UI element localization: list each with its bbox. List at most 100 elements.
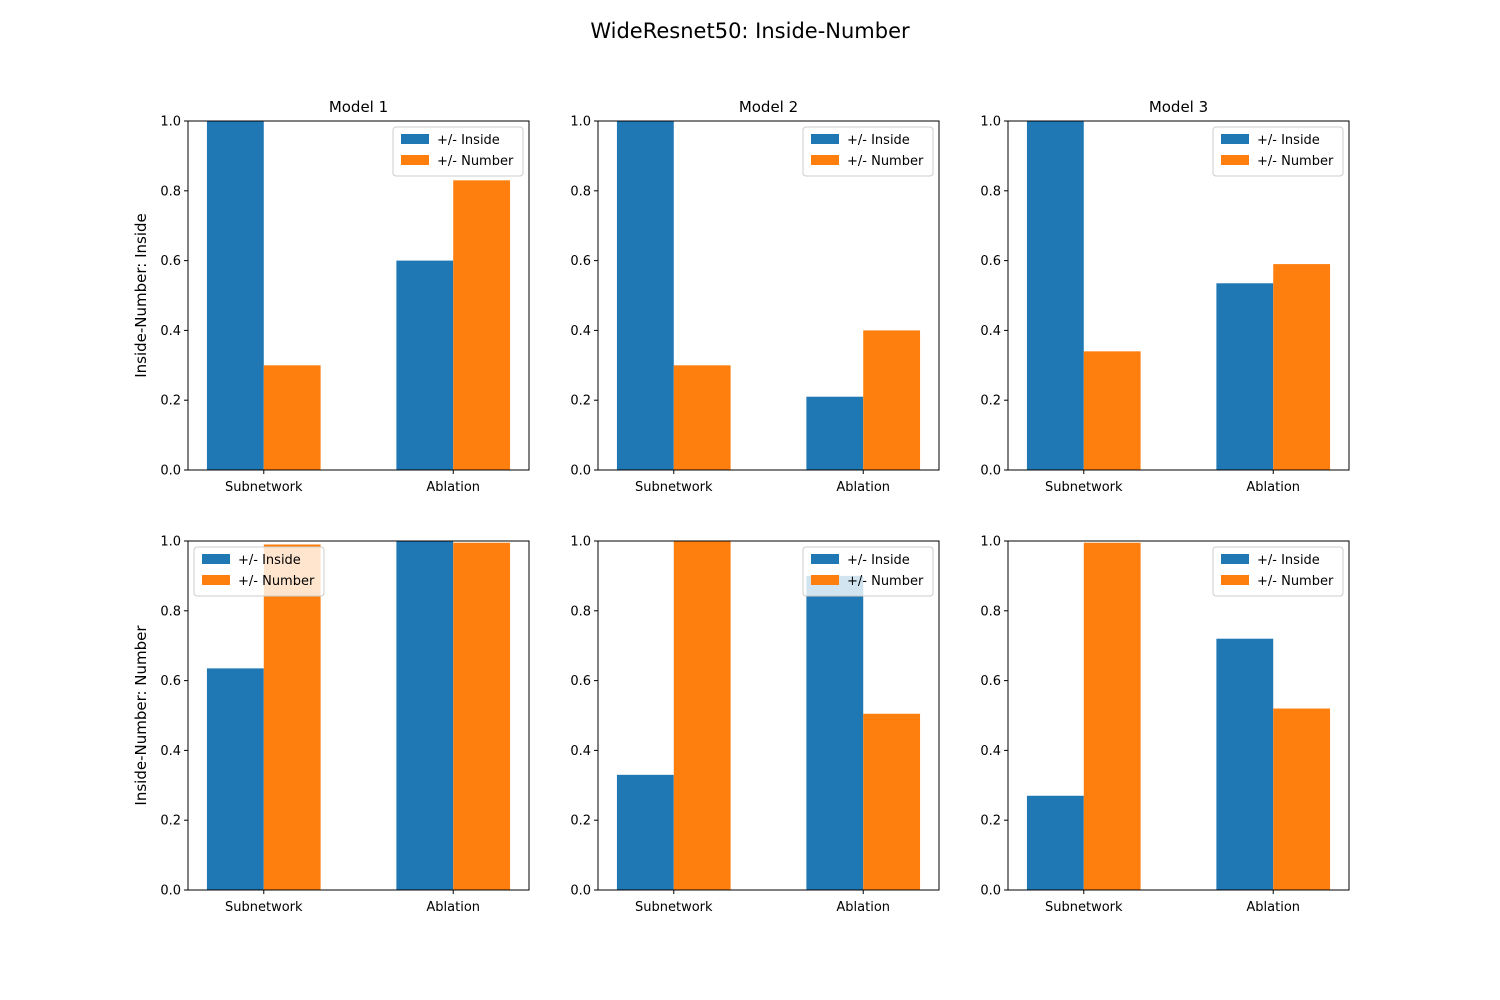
legend: +/- Inside +/- Number bbox=[193, 546, 325, 597]
legend-label-number: +/- Number bbox=[847, 574, 924, 589]
y-tick-label: 0.6 bbox=[570, 674, 591, 689]
y-tick-label: 0.8 bbox=[570, 184, 591, 199]
y-tick-label: 0.8 bbox=[980, 184, 1001, 199]
y-axis-label: Inside-Number: Inside bbox=[132, 213, 150, 378]
y-tick-label: 0.8 bbox=[160, 604, 181, 619]
subplot-title: Model 1 bbox=[329, 98, 388, 116]
bar-number-ablation bbox=[453, 180, 511, 470]
axes-frame bbox=[1007, 540, 1350, 891]
bar-inside-subnetwork bbox=[206, 668, 264, 890]
y-tick-label: 0.4 bbox=[160, 324, 181, 339]
y-tick-label: 0.0 bbox=[570, 464, 591, 479]
legend-label-inside: +/- Inside bbox=[847, 553, 910, 568]
subplot-5: 0.0 0.2 0.4 0.6 0.8 1.0 Subnetwork Ablation +/- … bbox=[570, 535, 940, 915]
y-tick-label: 0.6 bbox=[160, 254, 181, 269]
axes-frame bbox=[187, 540, 530, 891]
y-tick-label: 0.0 bbox=[980, 884, 1001, 899]
y-tick-label: 0.6 bbox=[980, 254, 1001, 269]
legend-swatch-number bbox=[811, 155, 839, 165]
bar-number-subnetwork bbox=[673, 365, 731, 470]
subplot-1: 0.0 0.2 0.4 0.6 0.8 1.0 Subnetwork Ablation Mode… bbox=[132, 98, 530, 495]
figure-title: WideResnet50: Inside-Number bbox=[590, 19, 910, 43]
bar-number-subnetwork bbox=[673, 541, 731, 890]
legend-swatch-inside bbox=[811, 134, 839, 144]
legend: +/- Inside +/- Number bbox=[392, 126, 524, 177]
bar-inside-subnetwork bbox=[616, 121, 674, 470]
y-tick-label: 0.0 bbox=[570, 884, 591, 899]
bar-inside-subnetwork bbox=[1026, 121, 1084, 470]
axes-frame bbox=[187, 120, 530, 471]
x-tick-label: Ablation bbox=[836, 900, 890, 915]
bar-inside-ablation bbox=[806, 575, 864, 890]
legend-label-number: +/- Number bbox=[437, 154, 514, 169]
y-tick-label: 0.2 bbox=[570, 394, 591, 409]
axes-frame bbox=[1007, 120, 1350, 471]
x-tick-label: Ablation bbox=[426, 480, 480, 495]
axes-frame bbox=[597, 120, 940, 471]
legend-swatch-inside bbox=[811, 554, 839, 564]
x-tick-label: Subnetwork bbox=[635, 480, 713, 495]
bar-inside-ablation bbox=[1216, 638, 1274, 890]
subplot-3: 0.0 0.2 0.4 0.6 0.8 1.0 Subnetwork Ablation Mode… bbox=[980, 98, 1350, 495]
x-tick-label: Subnetwork bbox=[1045, 900, 1123, 915]
y-tick-label: 0.0 bbox=[160, 884, 181, 899]
x-tick-label: Subnetwork bbox=[225, 480, 303, 495]
legend: +/- Inside +/- Number bbox=[802, 126, 934, 177]
legend: +/- Inside +/- Number bbox=[1212, 546, 1344, 597]
y-tick-label: 0.4 bbox=[980, 744, 1001, 759]
bar-number-subnetwork bbox=[263, 544, 321, 890]
x-tick-label: Ablation bbox=[1246, 900, 1300, 915]
bar-inside-ablation bbox=[1216, 283, 1274, 470]
y-tick-label: 0.8 bbox=[980, 604, 1001, 619]
legend-label-number: +/- Number bbox=[847, 154, 924, 169]
y-tick-label: 0.6 bbox=[570, 254, 591, 269]
legend-swatch-inside bbox=[401, 134, 429, 144]
subplot-title: Model 2 bbox=[739, 98, 798, 116]
y-tick-label: 1.0 bbox=[980, 115, 1001, 130]
bar-inside-subnetwork bbox=[1026, 795, 1084, 890]
bar-number-subnetwork bbox=[1083, 351, 1141, 470]
x-tick-label: Subnetwork bbox=[635, 900, 713, 915]
bar-number-ablation bbox=[863, 330, 921, 470]
y-tick-label: 1.0 bbox=[570, 115, 591, 130]
y-tick-label: 0.6 bbox=[160, 674, 181, 689]
bar-inside-subnetwork bbox=[206, 121, 264, 470]
x-tick-label: Subnetwork bbox=[225, 900, 303, 915]
y-tick-label: 0.2 bbox=[980, 814, 1001, 829]
y-tick-label: 0.8 bbox=[570, 604, 591, 619]
y-tick-label: 0.2 bbox=[570, 814, 591, 829]
legend-swatch-inside bbox=[1221, 134, 1249, 144]
legend-swatch-inside bbox=[1221, 554, 1249, 564]
y-tick-label: 1.0 bbox=[980, 535, 1001, 550]
subplot-4: 0.0 0.2 0.4 0.6 0.8 1.0 Subnetwork Ablation Insi… bbox=[132, 535, 530, 915]
y-tick-label: 0.2 bbox=[160, 814, 181, 829]
legend-label-inside: +/- Inside bbox=[238, 553, 301, 568]
bar-inside-ablation bbox=[396, 541, 454, 890]
legend-swatch-number bbox=[1221, 575, 1249, 585]
y-tick-label: 1.0 bbox=[160, 535, 181, 550]
y-tick-label: 1.0 bbox=[570, 535, 591, 550]
legend-label-inside: +/- Inside bbox=[847, 133, 910, 148]
y-tick-label: 0.4 bbox=[570, 744, 591, 759]
legend-swatch-inside bbox=[202, 554, 230, 564]
y-tick-label: 1.0 bbox=[160, 115, 181, 130]
x-tick-label: Subnetwork bbox=[1045, 480, 1123, 495]
y-tick-label: 0.8 bbox=[160, 184, 181, 199]
x-tick-label: Ablation bbox=[1246, 480, 1300, 495]
legend-label-number: +/- Number bbox=[1257, 154, 1334, 169]
bar-number-subnetwork bbox=[263, 365, 321, 470]
y-tick-label: 0.2 bbox=[980, 394, 1001, 409]
y-tick-label: 0.0 bbox=[160, 464, 181, 479]
y-tick-label: 0.0 bbox=[980, 464, 1001, 479]
y-tick-label: 0.4 bbox=[570, 324, 591, 339]
legend-swatch-number bbox=[811, 575, 839, 585]
y-tick-label: 0.6 bbox=[980, 674, 1001, 689]
legend-swatch-number bbox=[401, 155, 429, 165]
bar-number-ablation bbox=[453, 542, 511, 890]
legend: +/- Inside +/- Number bbox=[802, 546, 934, 597]
y-axis-label: Inside-Number: Number bbox=[132, 625, 150, 806]
legend-swatch-number bbox=[202, 575, 230, 585]
bar-inside-ablation bbox=[806, 396, 864, 470]
legend-label-inside: +/- Inside bbox=[1257, 133, 1320, 148]
